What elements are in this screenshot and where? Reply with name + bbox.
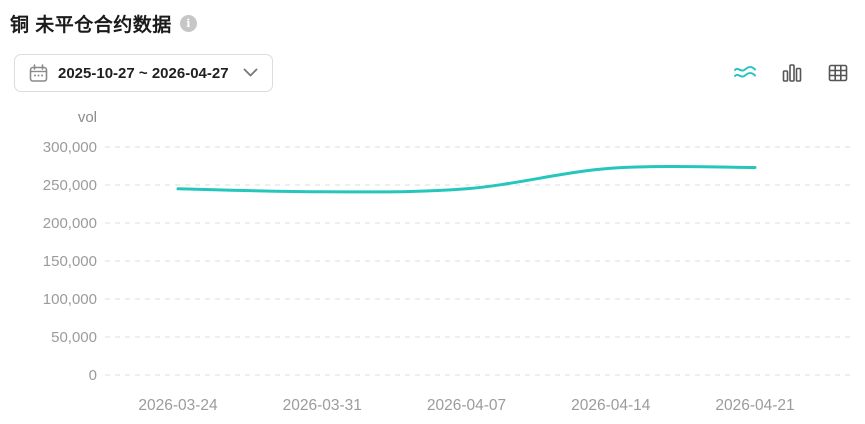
x-tick-label: 2026-04-14 xyxy=(571,397,651,414)
x-tick-label: 2026-03-24 xyxy=(138,397,218,414)
y-tick-label: 250,000 xyxy=(43,177,97,194)
y-tick-label: 100,000 xyxy=(43,291,97,308)
page-header: 铜 未平仓合约数据 i xyxy=(10,10,197,37)
line-chart-icon[interactable] xyxy=(731,60,759,86)
x-tick-label: 2026-04-21 xyxy=(715,397,794,414)
series-line xyxy=(176,164,757,194)
x-tick-label: 2026-03-31 xyxy=(283,397,362,414)
chevron-down-icon xyxy=(243,68,258,78)
page-title: 铜 未平仓合约数据 xyxy=(10,15,172,36)
y-tick-label: 50,000 xyxy=(51,329,97,346)
y-tick-label: 300,000 xyxy=(43,139,97,156)
y-tick-label: 200,000 xyxy=(43,215,97,232)
date-range-picker[interactable]: 2025-10-27 ~ 2026-04-27 xyxy=(14,54,273,92)
y-tick-label: 0 xyxy=(89,367,97,384)
y-tick-label: 150,000 xyxy=(43,253,97,270)
bar-chart-icon[interactable] xyxy=(779,60,805,86)
date-range-value: 2025-10-27 ~ 2026-04-27 xyxy=(58,64,229,82)
info-icon[interactable]: i xyxy=(179,15,197,32)
table-icon[interactable] xyxy=(825,60,851,86)
y-axis-label: vol xyxy=(78,109,97,126)
open-interest-line-chart: 0 50,000 100,000 150,000 200,000 250,000 300,0… xyxy=(43,109,852,414)
view-toggle-group xyxy=(731,60,851,86)
calendar-icon xyxy=(29,63,48,83)
x-tick-label: 2026-04-07 xyxy=(427,397,506,414)
